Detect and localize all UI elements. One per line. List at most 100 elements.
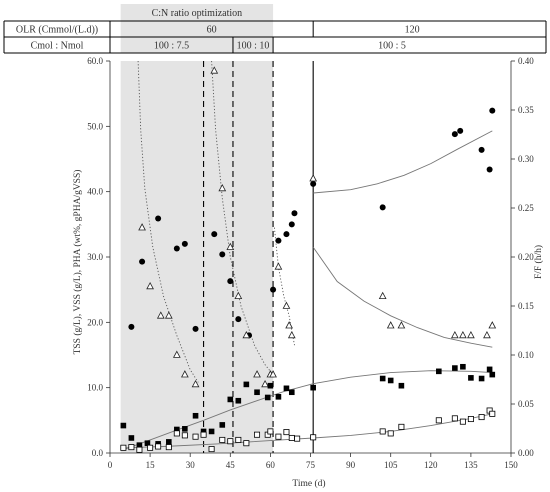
trend-line-4	[313, 130, 493, 194]
point-open-triangle-1	[146, 281, 154, 290]
point-open-square-19	[283, 429, 290, 436]
point-open-triangle-6	[191, 379, 200, 388]
point-open-triangle-7	[210, 66, 219, 74]
point-filled-square-16	[264, 394, 271, 401]
x-tick-label-10: 150	[504, 460, 518, 470]
point-open-square-28	[459, 418, 466, 425]
point-open-square-2	[136, 446, 143, 453]
point-filled-circle-20	[478, 146, 485, 153]
point-filled-square-1	[128, 435, 135, 441]
y-right-tick-label-2: 0.10	[518, 350, 534, 360]
y-right-tick-label-1: 0.05	[518, 399, 534, 409]
point-open-square-15	[254, 431, 261, 438]
x-tick-label-3: 45	[226, 460, 236, 470]
shaded-region	[120, 61, 274, 453]
point-filled-square-14	[243, 381, 250, 388]
y-right-tick-label-3: 0.15	[518, 301, 534, 311]
point-filled-square-23	[387, 377, 394, 384]
header-banner: C:N ratio optimization	[152, 8, 243, 19]
point-open-triangle-17	[282, 301, 291, 309]
point-filled-circle-8	[227, 278, 234, 285]
point-open-square-13	[235, 436, 242, 443]
point-filled-square-2	[136, 442, 143, 448]
point-open-triangle-2	[156, 311, 165, 319]
y-left-tick-label-2: 20.0	[87, 317, 103, 327]
point-filled-circle-13	[283, 231, 290, 238]
x-tick-label-2: 30	[186, 460, 196, 470]
point-filled-square-28	[468, 375, 474, 381]
point-filled-square-12	[227, 396, 234, 403]
point-filled-square-31	[489, 371, 496, 378]
point-open-triangle-22	[386, 321, 395, 329]
point-filled-circle-18	[451, 131, 458, 138]
trend-line-3	[312, 246, 493, 348]
point-open-square-3	[147, 444, 154, 451]
point-open-triangle-25	[459, 330, 467, 339]
point-filled-circle-1	[139, 258, 146, 265]
point-open-square-6	[173, 430, 180, 437]
point-filled-square-27	[460, 363, 466, 370]
point-open-triangle-24	[450, 330, 459, 339]
point-filled-circle-17	[379, 204, 386, 211]
point-open-square-24	[387, 430, 394, 437]
x-tick-label-0: 0	[108, 460, 113, 470]
y-right-tick-label-6: 0.30	[518, 154, 534, 164]
point-filled-square-7	[182, 426, 188, 432]
y-left-tick-label-1: 10.0	[87, 383, 103, 393]
point-open-triangle-15	[269, 370, 277, 378]
x-tick-label-6: 90	[346, 460, 356, 470]
point-open-triangle-16	[274, 262, 283, 270]
point-filled-circle-6	[211, 231, 218, 238]
point-open-triangle-20	[309, 174, 318, 182]
point-open-triangle-9	[226, 242, 235, 250]
point-filled-circle-14	[288, 221, 295, 228]
point-filled-square-0	[120, 422, 127, 429]
point-open-square-22	[310, 434, 317, 441]
y-right-tick-label-5: 0.25	[518, 203, 534, 213]
point-open-square-25	[398, 423, 405, 430]
point-filled-circle-16	[310, 180, 317, 187]
point-open-square-30	[478, 414, 485, 421]
point-open-triangle-18	[285, 321, 293, 329]
row-label-1: Cmol : Nmol	[31, 41, 84, 52]
point-filled-square-13	[235, 397, 242, 404]
cell-0-1: 120	[405, 25, 420, 36]
x-tick-label-9: 135	[464, 460, 478, 470]
point-open-square-32	[489, 410, 496, 417]
y-left-tick-label-0: 0.0	[92, 448, 104, 458]
point-open-triangle-26	[467, 330, 475, 339]
cell-1-1: 100 : 10	[237, 41, 270, 52]
header-table: C:N ratio optimization OLR (Cmmol/(L.d)) 6…	[3, 4, 547, 54]
point-filled-square-9	[200, 428, 207, 435]
cell-1-0: 100 : 7.5	[154, 41, 189, 52]
point-open-square-23	[379, 428, 386, 435]
point-filled-square-18	[275, 394, 282, 400]
point-filled-circle-9	[235, 316, 242, 323]
point-open-square-11	[219, 436, 226, 443]
y-left-tick-label-3: 30.0	[87, 252, 103, 262]
point-open-square-1	[128, 444, 135, 451]
y-left-tick-label-4: 40.0	[87, 187, 103, 197]
point-open-square-26	[435, 417, 442, 424]
y-right-tick-label-0: 0.00	[518, 448, 534, 458]
point-open-square-17	[267, 428, 274, 435]
point-filled-circle-22	[489, 107, 496, 114]
x-axis-label: Time (d)	[292, 478, 325, 489]
point-open-triangle-21	[378, 291, 387, 299]
point-filled-square-19	[283, 385, 290, 392]
row-label-0: OLR (Cmmol/(L.d))	[16, 25, 98, 36]
point-filled-circle-19	[457, 127, 464, 134]
point-filled-square-25	[436, 368, 442, 375]
y-right-tick-label-7: 0.35	[518, 105, 534, 115]
point-open-triangle-13	[261, 379, 269, 388]
point-filled-square-21	[310, 384, 316, 391]
axes: Time (d) TSS (g/L), VSS (g/L), PHA (wt%,…	[72, 56, 544, 489]
trend-line-1	[211, 60, 274, 375]
point-open-triangle-11	[242, 330, 251, 339]
point-open-triangle-23	[397, 321, 406, 329]
point-filled-circle-5	[192, 325, 199, 332]
point-open-square-5	[165, 444, 172, 451]
row-shade-1	[232, 37, 274, 53]
point-filled-square-6	[174, 426, 180, 433]
y-left-tick-label-6: 60.0	[87, 56, 103, 66]
